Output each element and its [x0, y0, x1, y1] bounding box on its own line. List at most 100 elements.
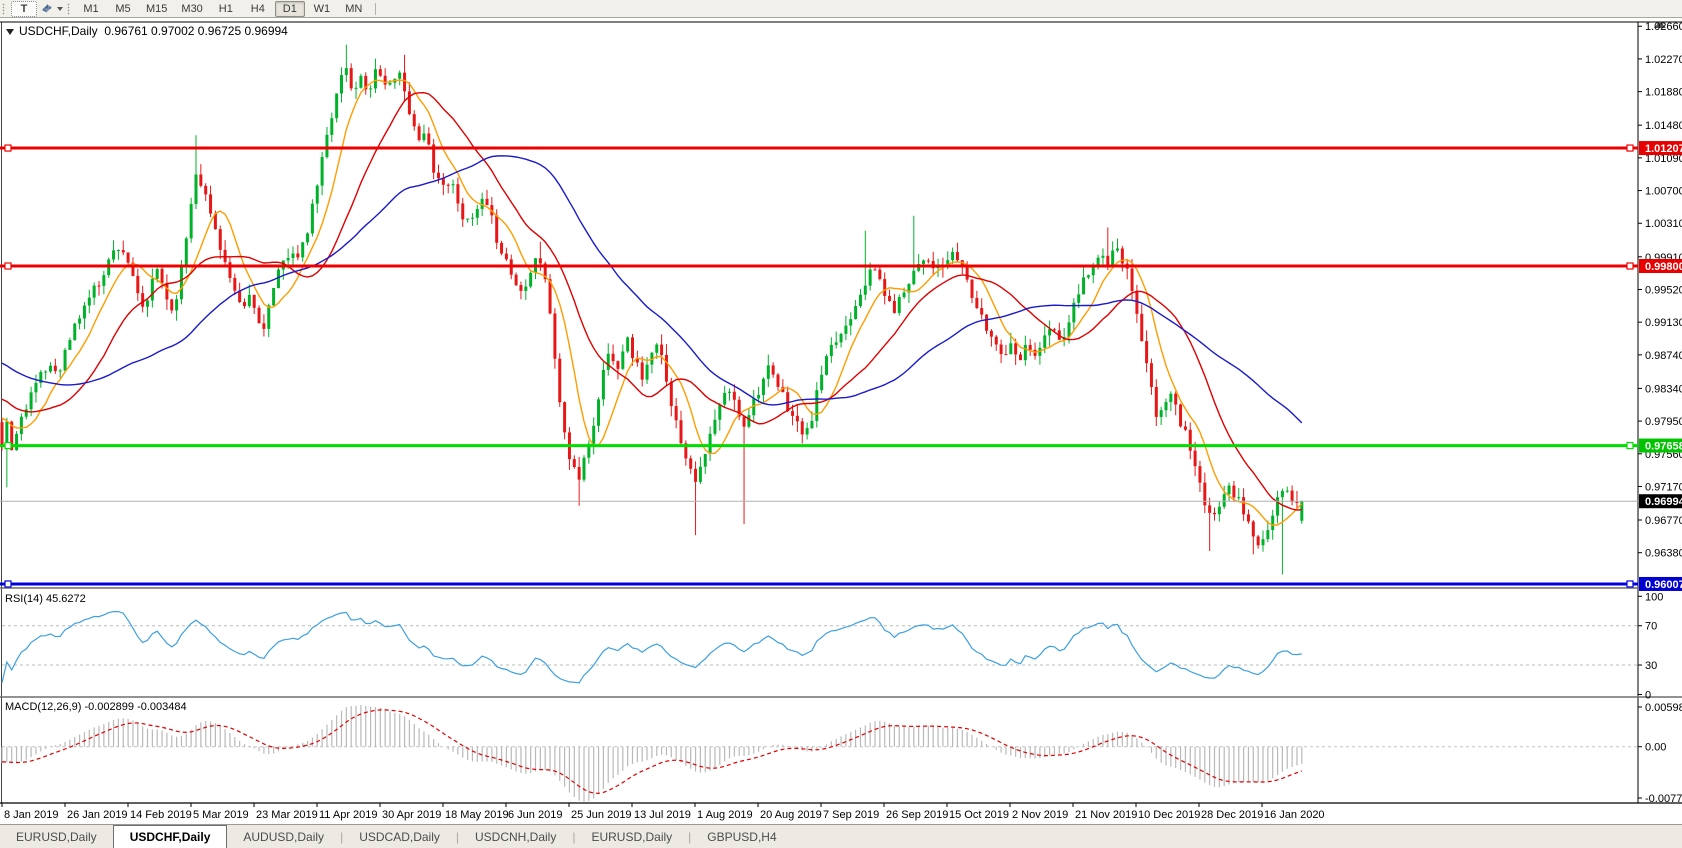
chart-dropdown-icon[interactable] [6, 28, 14, 35]
toolbar-grip-2[interactable] [67, 2, 72, 15]
svg-text:0: 0 [1645, 690, 1651, 702]
tab-divider: | [455, 830, 459, 844]
svg-text:18 May 2019: 18 May 2019 [445, 809, 509, 821]
svg-text:14 Feb 2019: 14 Feb 2019 [130, 809, 192, 821]
date-axis: 8 Jan 2019 26 Jan 2019 14 Feb 2019 5 Mar 20… [1, 803, 1325, 821]
macd-histogram [1, 705, 1303, 802]
toolbar-separator [374, 2, 376, 15]
svg-text:1 Aug 2019: 1 Aug 2019 [697, 809, 753, 821]
svg-text:16 Jan 2020: 16 Jan 2020 [1264, 809, 1325, 821]
svg-text:30: 30 [1645, 660, 1657, 672]
ma-line-ma-slow [1, 155, 1303, 424]
svg-text:0.97170: 0.97170 [1645, 481, 1682, 493]
chart-tab-eurusd-daily-0[interactable]: EURUSD,Daily [16, 830, 97, 844]
cycle-arrows-icon [42, 4, 52, 13]
ma-line-ma-fast [1, 79, 1303, 526]
svg-text:0.97658: 0.97658 [1645, 441, 1682, 453]
svg-text:10 Dec 2019: 10 Dec 2019 [1138, 809, 1200, 821]
chart-tab-bar: EURUSD,Daily USDCHF,Daily AUDUSD,Daily | USD… [0, 824, 1682, 848]
svg-text:2 Nov 2019: 2 Nov 2019 [1012, 809, 1068, 821]
svg-text:30 Apr 2019: 30 Apr 2019 [382, 809, 441, 821]
price-axis: 1.02660 1.02270 1.01880 1.01480 1.01090 1.007… [1638, 21, 1682, 591]
svg-text:70: 70 [1645, 621, 1657, 633]
svg-text:0.96770: 0.96770 [1645, 515, 1682, 527]
chart-tab-gbpusd-h4-6[interactable]: GBPUSD,H4 [707, 830, 777, 844]
svg-text:1.01480: 1.01480 [1645, 120, 1682, 132]
timeframe-button-mn[interactable]: MN [345, 2, 363, 15]
cycle-symbols-button[interactable] [40, 2, 63, 15]
chart-frame [0, 21, 1682, 804]
svg-text:0.96380: 0.96380 [1645, 548, 1682, 560]
svg-text:28 Dec 2019: 28 Dec 2019 [1201, 809, 1263, 821]
chart-tab-eurusd-daily-5[interactable]: EURUSD,Daily [591, 830, 673, 844]
top-toolbar: T M1 M5 M15 M30 H1 H4 D1 W1 MN [0, 0, 1682, 18]
timeframe-button-w1[interactable]: W1 [313, 2, 331, 15]
svg-text:1.01090: 1.01090 [1645, 153, 1682, 165]
chevron-down-icon [57, 6, 63, 11]
svg-text:25 Jun 2019: 25 Jun 2019 [571, 809, 632, 821]
svg-text:0.99800: 0.99800 [1645, 261, 1682, 273]
svg-text:1.00310: 1.00310 [1645, 218, 1682, 230]
timeframe-button-h1[interactable]: H1 [218, 2, 233, 15]
svg-text:0.99910: 0.99910 [1645, 252, 1682, 264]
macd-pane: 0.005986 0.00 -0.007737 [2, 702, 1682, 805]
svg-text:13 Jul 2019: 13 Jul 2019 [634, 809, 691, 821]
svg-text:0.00: 0.00 [1645, 742, 1666, 754]
svg-text:0.99130: 0.99130 [1645, 317, 1682, 329]
svg-text:0.96994: 0.96994 [1645, 496, 1682, 508]
svg-text:1.01880: 1.01880 [1645, 87, 1682, 99]
svg-text:11 Apr 2019: 11 Apr 2019 [319, 809, 378, 821]
svg-text:20 Aug 2019: 20 Aug 2019 [760, 809, 822, 821]
tab-divider: | [688, 830, 692, 844]
svg-text:0.97950: 0.97950 [1645, 416, 1682, 428]
rsi-pane: 100 70 30 0 [1, 591, 1663, 702]
svg-text:1.02660: 1.02660 [1645, 21, 1682, 33]
svg-text:6 Jun 2019: 6 Jun 2019 [508, 809, 562, 821]
scroll-up-icon [1654, 21, 1666, 28]
svg-text:0.99520: 0.99520 [1645, 284, 1682, 296]
macd-indicator-label: MACD(12,26,9) -0.002899 -0.003484 [5, 701, 187, 713]
rsi-indicator-label: RSI(14) 45.6272 [5, 593, 86, 605]
toolbar-grip[interactable] [2, 2, 7, 15]
svg-text:0.96007: 0.96007 [1645, 579, 1682, 591]
timeframe-button-group: M1 M5 M15 M30 H1 H4 D1 W1 MN [75, 0, 370, 17]
svg-text:15 Oct 2019: 15 Oct 2019 [949, 809, 1009, 821]
svg-text:5 Mar 2019: 5 Mar 2019 [193, 809, 249, 821]
svg-text:1.02270: 1.02270 [1645, 54, 1682, 66]
tab-divider: | [572, 830, 576, 844]
timeframe-button-m30[interactable]: M30 [181, 2, 203, 15]
svg-text:26 Jan 2019: 26 Jan 2019 [67, 809, 128, 821]
text-label-tool-button[interactable]: T [11, 0, 37, 17]
timeframe-button-h4[interactable]: H4 [250, 2, 265, 15]
macd-signal-line [1, 709, 1303, 794]
tab-divider: | [340, 830, 344, 844]
chart-canvas[interactable]: 1.02660 1.02270 1.01880 1.01480 1.01090 1.007… [0, 16, 1682, 824]
svg-text:23 Mar 2019: 23 Mar 2019 [256, 809, 318, 821]
timeframe-button-m1[interactable]: M1 [83, 2, 99, 15]
candles-layer [0, 44, 1304, 575]
chart-tab-usdcnh-daily-4[interactable]: USDCNH,Daily [475, 830, 557, 844]
svg-text:100: 100 [1645, 591, 1663, 603]
svg-text:7 Sep 2019: 7 Sep 2019 [823, 809, 879, 821]
svg-text:0.98740: 0.98740 [1645, 350, 1682, 362]
svg-text:0.005986: 0.005986 [1645, 702, 1682, 714]
chart-tab-usdchf-daily-1[interactable]: USDCHF,Daily [112, 825, 228, 848]
svg-text:0.98340: 0.98340 [1645, 383, 1682, 395]
ma-line-ma-mid [1, 91, 1302, 511]
svg-text:21 Nov 2019: 21 Nov 2019 [1075, 809, 1137, 821]
chart-ohlc-text: USDCHF,Daily 0.96761 0.97002 0.96725 0.9… [19, 24, 288, 38]
rsi-line [1, 610, 1302, 684]
svg-text:1.00700: 1.00700 [1645, 186, 1682, 198]
chart-tab-audusd-daily-2[interactable]: AUDUSD,Daily [243, 830, 325, 844]
svg-text:-0.007737: -0.007737 [1645, 793, 1682, 805]
timeframe-button-m15[interactable]: M15 [146, 2, 168, 15]
timeframe-button-m5[interactable]: M5 [115, 2, 131, 15]
svg-text:8 Jan 2019: 8 Jan 2019 [4, 809, 58, 821]
chart-title: USDCHF,Daily 0.96761 0.97002 0.96725 0.9… [6, 24, 288, 38]
horizontal-lines-layer[interactable] [0, 144, 1638, 588]
chart-tab-usdcad-daily-3[interactable]: USDCAD,Daily [359, 830, 440, 844]
svg-text:1.01207: 1.01207 [1645, 143, 1682, 155]
svg-text:26 Sep 2019: 26 Sep 2019 [886, 809, 948, 821]
timeframe-button-d1[interactable]: D1 [274, 0, 305, 17]
